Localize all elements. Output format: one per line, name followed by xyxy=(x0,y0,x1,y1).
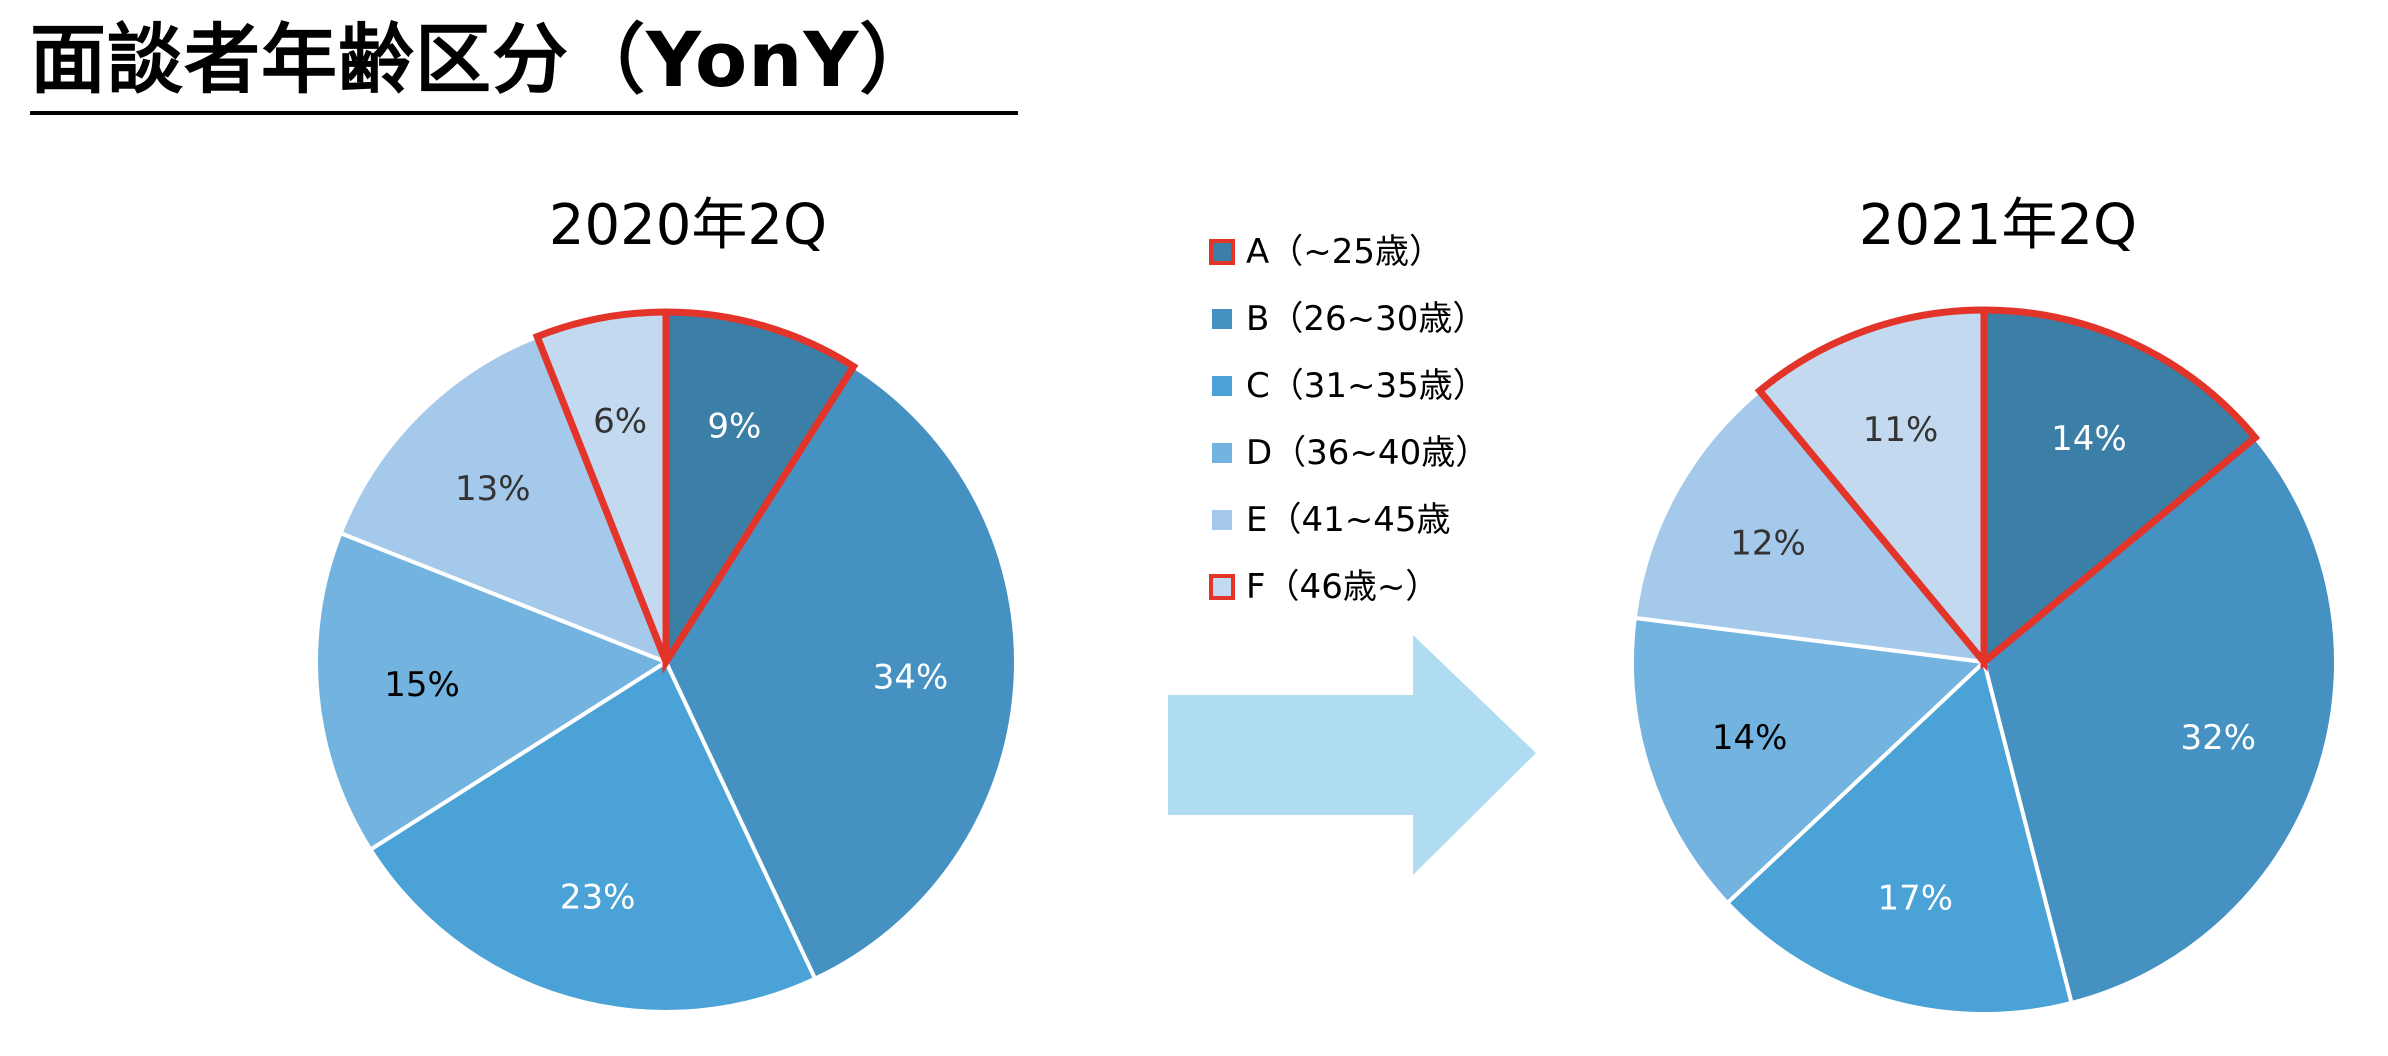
data-label-d: 14% xyxy=(1712,718,1788,758)
highlight-outline-a xyxy=(1980,306,2261,670)
legend-label-a: A（~25歳） xyxy=(1246,231,1444,272)
pie-slice-c xyxy=(367,659,818,1014)
pie-slice-e xyxy=(337,333,670,666)
data-label-f: 6% xyxy=(593,401,647,441)
title-underline xyxy=(30,111,1018,115)
highlight-outline-f xyxy=(532,308,670,664)
data-label-a: 14% xyxy=(2051,419,2127,459)
data-label-b: 34% xyxy=(873,657,949,697)
pie-slice-c xyxy=(1724,658,2074,1016)
data-label-e: 12% xyxy=(1730,523,1806,563)
chart-title-2021: 2021年2Q xyxy=(1858,193,2138,258)
legend-item-e: E（41~45歳 xyxy=(1212,486,1489,553)
arrow-shape xyxy=(1168,635,1536,875)
legend-swatch-d xyxy=(1212,442,1232,463)
pie-chart-2021: 14% 32% 17% 14% 12% 11% xyxy=(1630,306,2338,1016)
pie-slice-d xyxy=(1630,615,1989,906)
highlight-outline-a xyxy=(662,308,859,675)
data-label-e: 13% xyxy=(455,469,531,509)
legend-item-a: A（~25歳） xyxy=(1209,218,1489,285)
legend-label-b: B（26~30歳） xyxy=(1246,298,1487,339)
highlight-outline-f xyxy=(1754,306,1988,672)
data-label-b: 32% xyxy=(2181,718,2257,758)
pie-slice-d xyxy=(314,530,671,853)
legend-swatch-e xyxy=(1212,509,1232,530)
data-label-a: 9% xyxy=(707,407,761,447)
data-label-c: 23% xyxy=(560,877,636,917)
legend-label-f: F（46歳~） xyxy=(1246,566,1440,607)
pie-slice-b xyxy=(1981,434,2338,1006)
legend-item-d: D（36~40歳） xyxy=(1212,419,1489,486)
chart-title-2020: 2020年2Q xyxy=(548,193,828,258)
legend-item-c: C（31~35歳） xyxy=(1212,352,1489,419)
pie-chart-2020: 9% 34% 23% 15% 13% 6% xyxy=(314,308,1018,1014)
legend-label-d: D（36~40歳） xyxy=(1246,432,1490,473)
legend-item-f: F（46歳~） xyxy=(1209,553,1489,620)
page-title: 面談者年齢区分（YonY） xyxy=(30,15,937,104)
legend-swatch-c xyxy=(1212,375,1232,396)
data-label-c: 17% xyxy=(1877,879,1953,919)
pie-slice-e xyxy=(1632,387,1989,665)
legend-swatch-a xyxy=(1209,238,1235,265)
pie-slice-b xyxy=(663,363,1018,982)
data-label-f: 11% xyxy=(1863,410,1939,450)
legend-label-c: C（31~35歳） xyxy=(1246,365,1487,406)
arrow-right-icon xyxy=(1168,635,1536,875)
legend-label-e: E（41~45歳 xyxy=(1246,499,1451,540)
legend-swatch-b xyxy=(1212,308,1232,329)
legend-swatch-f xyxy=(1209,573,1235,600)
data-label-d: 15% xyxy=(384,665,460,705)
legend: A（~25歳） B（26~30歳） C（31~35歳） D（36~40歳） E（… xyxy=(1209,218,1489,620)
legend-item-b: B（26~30歳） xyxy=(1212,285,1489,352)
